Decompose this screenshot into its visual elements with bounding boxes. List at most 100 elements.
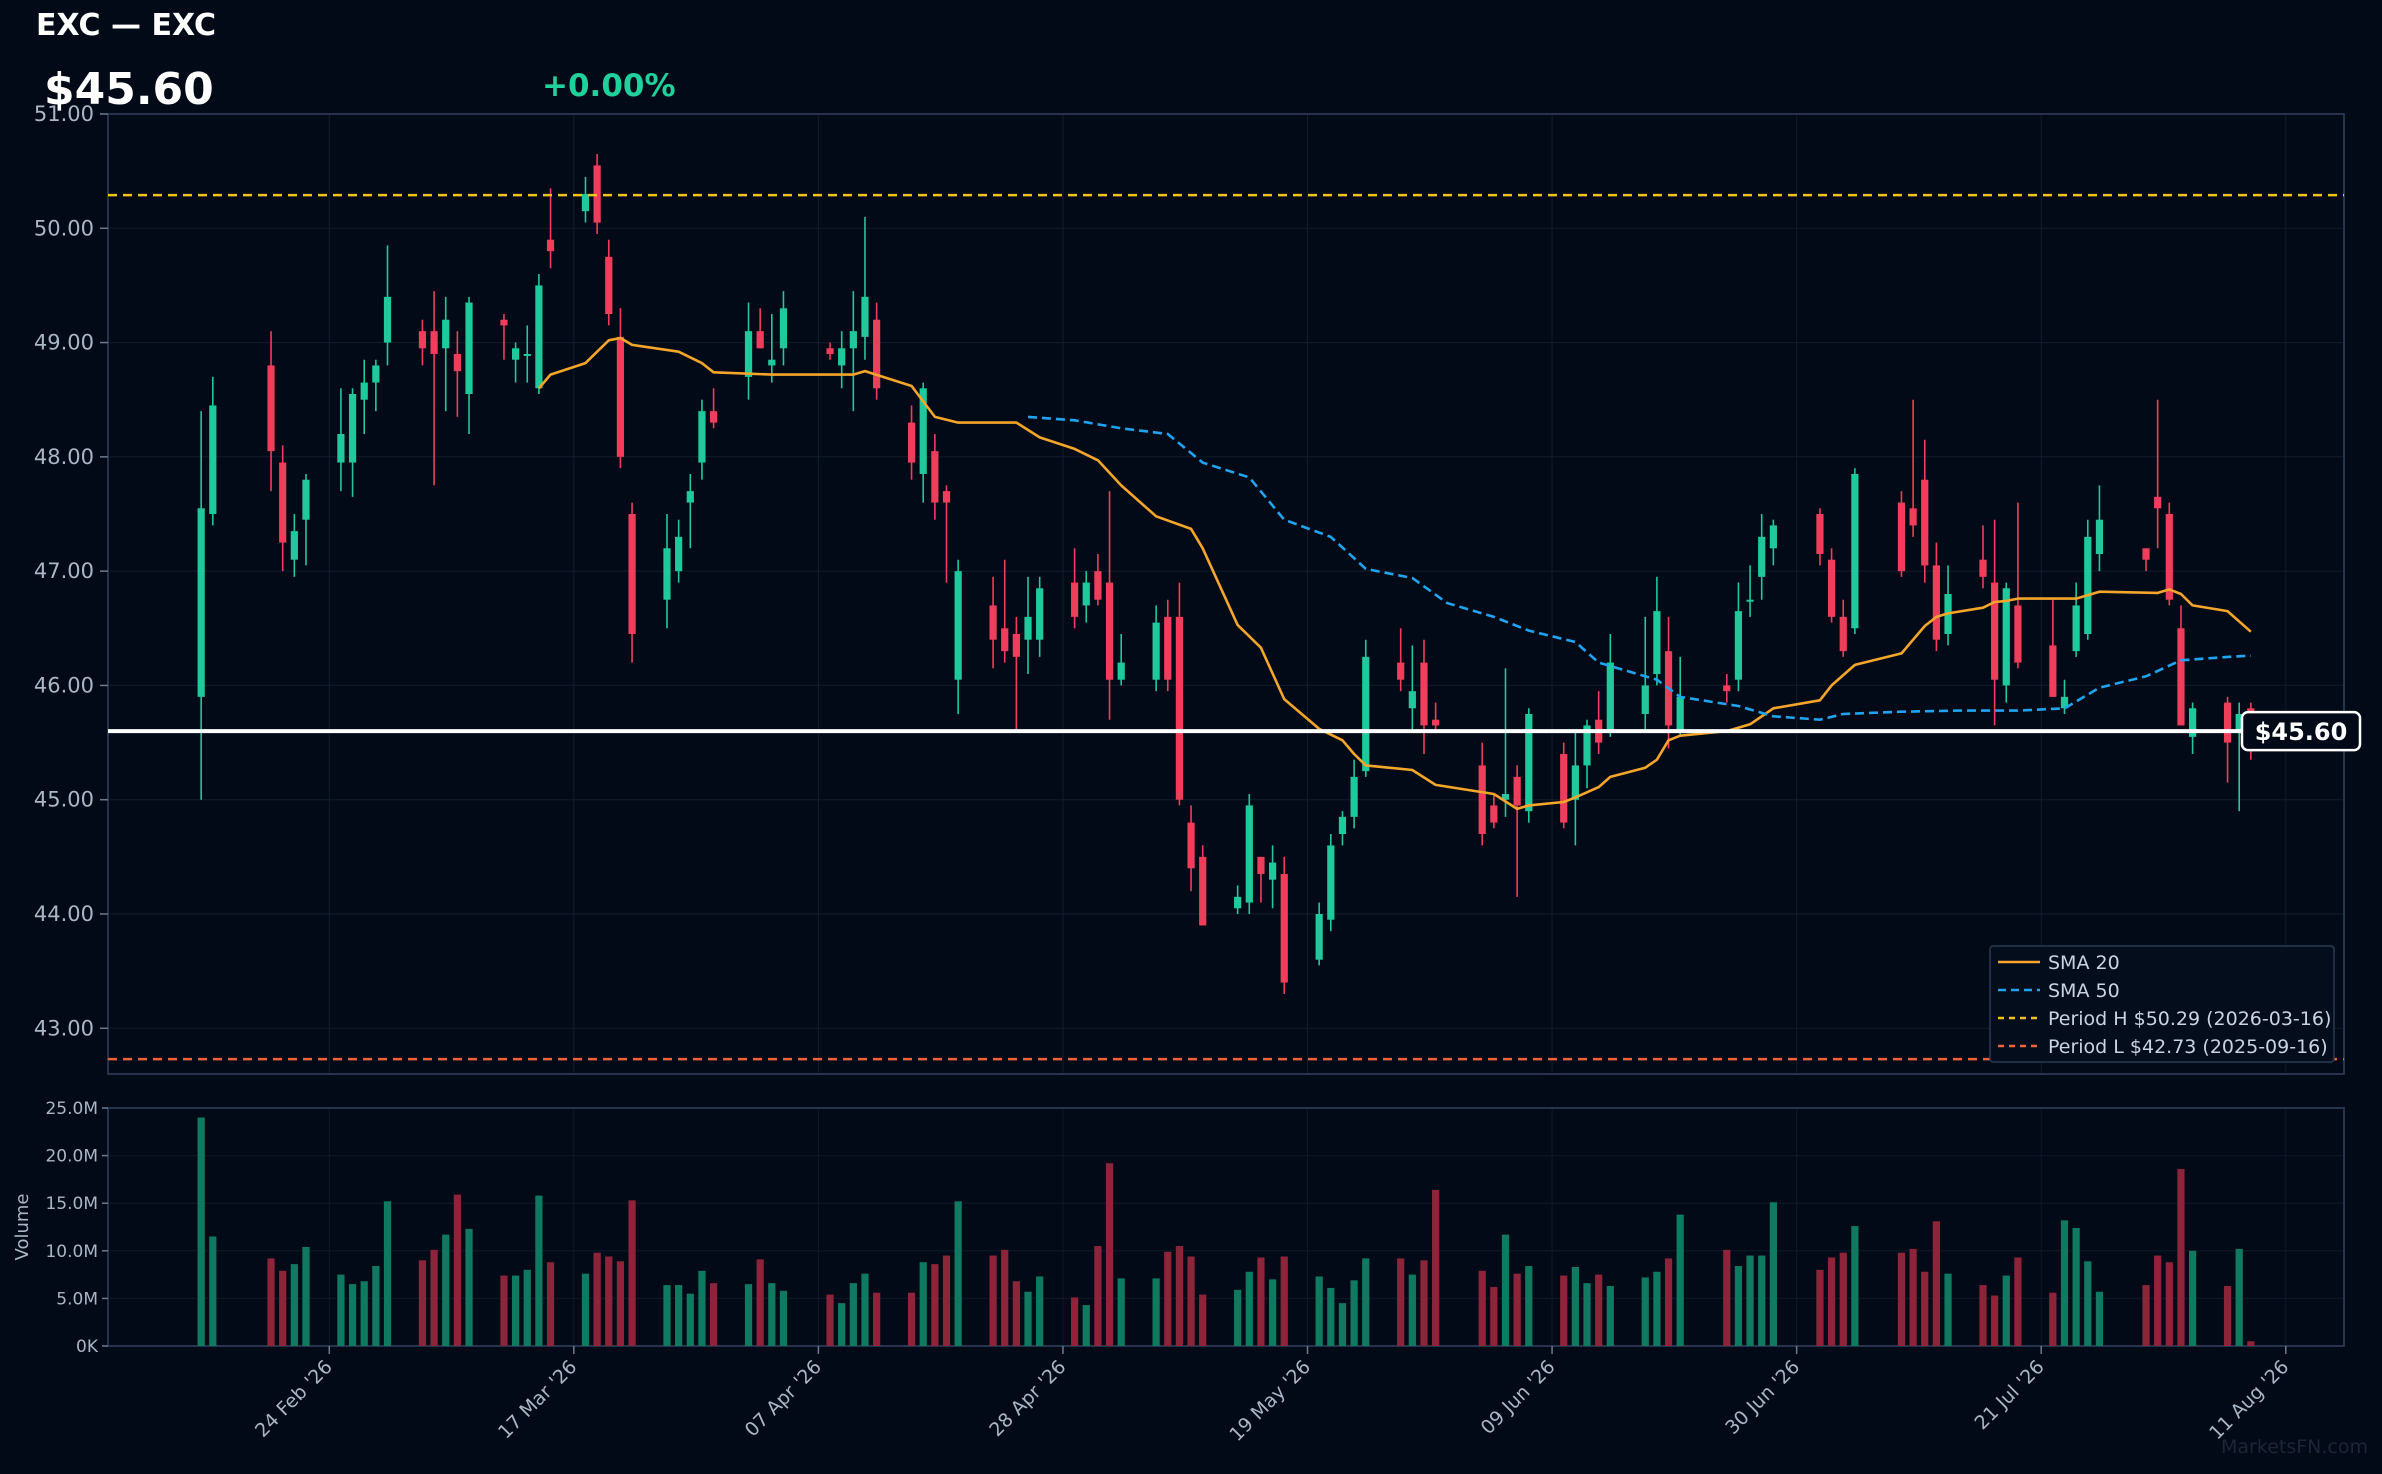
candle-body bbox=[581, 194, 590, 212]
candle-body bbox=[1839, 616, 1847, 652]
candle-body bbox=[1152, 622, 1160, 680]
candle-body bbox=[465, 302, 473, 394]
volume-bar bbox=[1175, 1246, 1184, 1346]
volume-bar bbox=[628, 1200, 636, 1346]
volume-bar bbox=[2142, 1285, 2150, 1346]
volume-bar bbox=[1944, 1273, 1952, 1346]
time-tick-label: 24 Feb '26 bbox=[251, 1356, 337, 1442]
volume-bar bbox=[2060, 1220, 2069, 1346]
candle-body bbox=[535, 285, 543, 389]
legend-entry: Period L $42.73 (2025-09-16) bbox=[2048, 1036, 2328, 1058]
volume-bar bbox=[1315, 1276, 1323, 1346]
candle-body bbox=[2223, 702, 2232, 743]
volume-tick-label: 25.0M bbox=[45, 1099, 98, 1119]
candle-body bbox=[453, 354, 461, 372]
candle-body bbox=[1653, 611, 1661, 674]
candle-body bbox=[1164, 616, 1172, 680]
candle-body bbox=[1082, 582, 1090, 606]
volume-bar bbox=[2235, 1248, 2243, 1346]
candle-body bbox=[675, 536, 683, 572]
candle-body bbox=[826, 348, 834, 354]
candle-body bbox=[1932, 565, 1941, 640]
volume-bar bbox=[546, 1262, 555, 1346]
volume-bar bbox=[197, 1117, 205, 1346]
volume-bar bbox=[2072, 1227, 2080, 1346]
candle-body bbox=[1921, 479, 1929, 566]
volume-bar bbox=[756, 1259, 764, 1346]
volume-bar bbox=[779, 1290, 788, 1346]
volume-bar bbox=[1653, 1271, 1661, 1346]
candle-body bbox=[1338, 816, 1347, 834]
candle-body bbox=[1268, 862, 1277, 880]
volume-bar bbox=[593, 1252, 601, 1346]
volume-bar bbox=[453, 1194, 461, 1346]
volume-bar bbox=[267, 1258, 275, 1346]
candle-body bbox=[1234, 896, 1242, 909]
candle-body bbox=[511, 348, 520, 360]
legend: SMA 20 SMA 50 Period H $50.29 (2026-03-16)… bbox=[1989, 945, 2335, 1063]
volume-bar bbox=[1746, 1255, 1754, 1346]
candle-body bbox=[1560, 754, 1568, 823]
volume-bar bbox=[1024, 1291, 1032, 1346]
volume-bar bbox=[1560, 1275, 1568, 1346]
candle-body bbox=[2177, 628, 2185, 726]
candle-body bbox=[430, 331, 438, 354]
candle-body bbox=[1175, 616, 1184, 800]
volume-bar bbox=[709, 1283, 718, 1346]
volume-bar bbox=[2002, 1275, 2010, 1346]
volume-bar bbox=[1734, 1266, 1743, 1346]
volume-bar bbox=[2165, 1262, 2173, 1346]
volume-bar bbox=[1268, 1279, 1277, 1346]
candle-body bbox=[616, 336, 625, 457]
candle-body bbox=[348, 394, 357, 463]
candle-body bbox=[2049, 645, 2057, 697]
volume-bar bbox=[1641, 1277, 1649, 1346]
volume-bar bbox=[1676, 1214, 1684, 1346]
volume-bar bbox=[1350, 1280, 1358, 1346]
candle-body bbox=[1478, 765, 1486, 834]
volume-bar bbox=[675, 1285, 683, 1346]
volume-bar bbox=[1606, 1286, 1614, 1346]
candle-body bbox=[1897, 502, 1906, 572]
candle-body bbox=[2084, 536, 2092, 634]
volume-bar bbox=[1362, 1258, 1370, 1346]
volume-bar bbox=[616, 1261, 625, 1346]
volume-tick-label: 15.0M bbox=[45, 1194, 98, 1214]
candle-body bbox=[2060, 696, 2069, 709]
volume-bar bbox=[1420, 1260, 1428, 1346]
volume-bar bbox=[663, 1285, 671, 1346]
candle-body bbox=[873, 319, 881, 389]
price-tick-label: 48.00 bbox=[34, 445, 94, 469]
candle-body bbox=[337, 434, 345, 463]
volume-bar bbox=[2223, 1286, 2232, 1346]
candle-body bbox=[663, 548, 671, 600]
volume-bar bbox=[768, 1283, 776, 1346]
candle-body bbox=[709, 411, 718, 423]
candle-body bbox=[593, 165, 601, 223]
volume-bar bbox=[418, 1260, 427, 1346]
candle-body bbox=[197, 508, 205, 697]
time-tick-label: 19 May '26 bbox=[1225, 1356, 1315, 1446]
candles bbox=[197, 154, 2255, 994]
volume-bar bbox=[1932, 1221, 1941, 1346]
volume-bar bbox=[1909, 1248, 1917, 1346]
candle-body bbox=[1187, 822, 1195, 869]
candle-body bbox=[768, 359, 776, 366]
candle-body bbox=[1362, 656, 1370, 772]
price-tick-label: 44.00 bbox=[34, 902, 94, 926]
volume-bar bbox=[360, 1281, 368, 1346]
candle-body bbox=[1490, 805, 1498, 823]
candle-body bbox=[942, 491, 951, 503]
volume-bar bbox=[1257, 1257, 1265, 1346]
volume-bar bbox=[337, 1274, 345, 1346]
volume-bar bbox=[744, 1284, 753, 1346]
volume-bar bbox=[1513, 1273, 1521, 1346]
volume-bar bbox=[1094, 1246, 1102, 1346]
candle-body bbox=[2165, 514, 2173, 600]
candle-body bbox=[756, 331, 764, 349]
candle-body bbox=[2002, 588, 2010, 686]
volume-bar bbox=[1490, 1286, 1498, 1346]
volume-bar bbox=[1070, 1297, 1079, 1346]
indicator-lines: $45.60 bbox=[108, 193, 2362, 1061]
volume-bar bbox=[1758, 1255, 1766, 1346]
